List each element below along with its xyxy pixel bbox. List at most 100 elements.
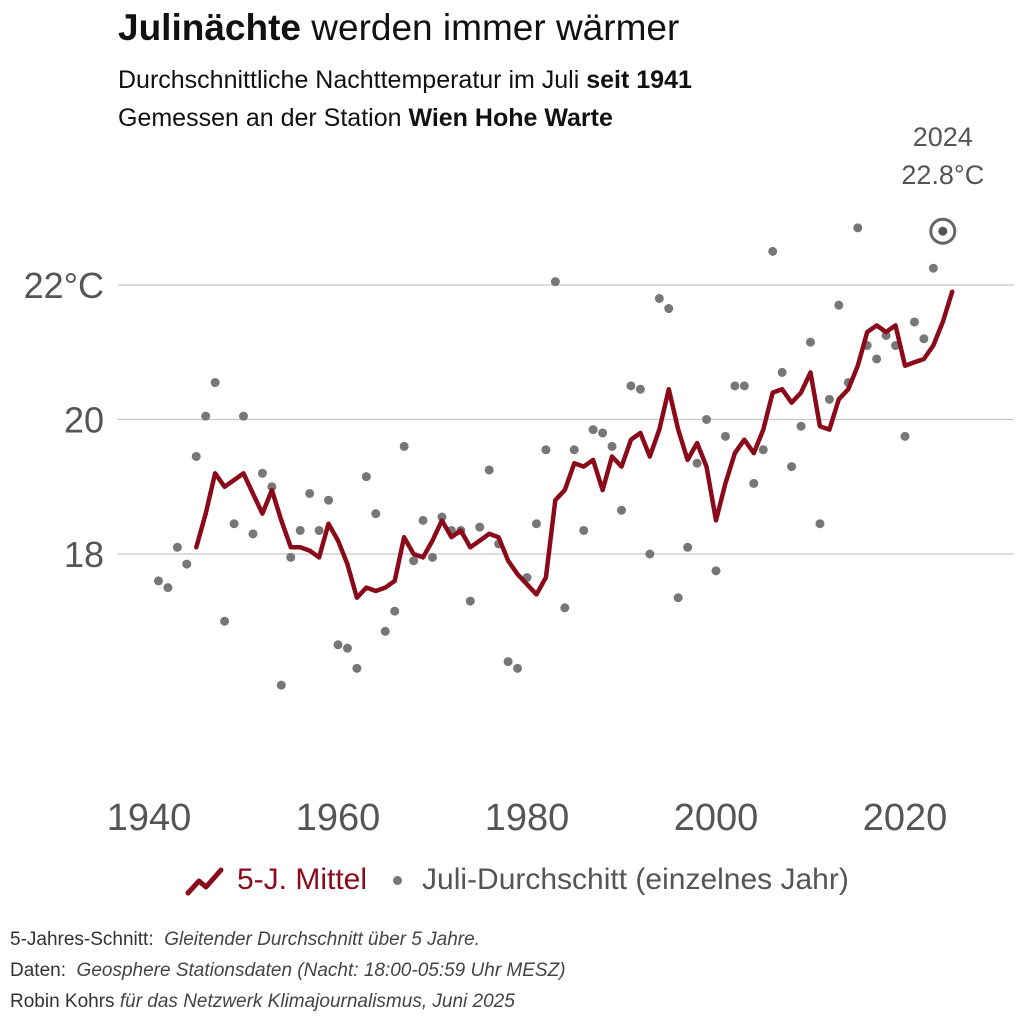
- data-point: [626, 381, 636, 391]
- data-point: [787, 462, 797, 472]
- y-tick-label: 22°C: [24, 265, 104, 306]
- data-point: [909, 317, 919, 327]
- annotation-value: 22.8°C: [901, 160, 984, 190]
- x-tick-label: 1980: [485, 797, 570, 839]
- data-point: [220, 616, 230, 626]
- data-point: [305, 488, 315, 498]
- data-point: [777, 367, 787, 377]
- data-point: [163, 583, 173, 593]
- data-point: [513, 663, 523, 673]
- data-point: [210, 378, 220, 388]
- data-point: [824, 394, 834, 404]
- data-point: [702, 415, 712, 424]
- data-point: [673, 593, 683, 603]
- footer1-text: Gleitender Durchschnitt über 5 Jahre.: [164, 929, 480, 950]
- subtitle1-bold: seit 1941: [586, 66, 692, 94]
- data-point: [853, 223, 863, 233]
- data-point: [276, 680, 286, 690]
- data-point: [720, 431, 730, 441]
- data-point: [872, 354, 882, 364]
- subtitle-line-2: Gemessen an der Station Wien Hohe Warte: [118, 102, 613, 134]
- data-point: [182, 559, 192, 569]
- data-point: [928, 263, 938, 273]
- data-point: [834, 300, 844, 310]
- data-point: [692, 458, 702, 468]
- data-point: [560, 603, 570, 613]
- data-point: [484, 465, 494, 475]
- data-point: [390, 606, 400, 616]
- data-point: [229, 519, 239, 529]
- highlight-point: [938, 226, 948, 236]
- data-point: [711, 566, 721, 576]
- data-point: [191, 451, 201, 461]
- annotation-year: 2024: [913, 122, 973, 152]
- data-point: [739, 381, 749, 391]
- data-point: [437, 512, 447, 522]
- footer-line-3: Robin Kohrs für das Netzwerk Klimajourna…: [10, 990, 515, 1014]
- data-point: [333, 640, 343, 650]
- data-point: [153, 576, 163, 586]
- footer-line-1: 5-Jahres-Schnitt: Gleitender Durchschnit…: [10, 928, 480, 952]
- data-point: [503, 657, 513, 667]
- chart-title: Julinächte werden immer wärmer: [118, 6, 679, 50]
- data-point: [550, 277, 560, 287]
- title-rest: werden immer wärmer: [301, 7, 680, 48]
- footer3-text: für das Netzwerk Klimajournalismus, Juni…: [119, 991, 515, 1012]
- data-point: [569, 445, 579, 455]
- data-point: [399, 441, 409, 451]
- data-point: [768, 246, 778, 256]
- legend: 5-J. Mittel Juli-Durchschitt (einzelnes …: [185, 858, 849, 902]
- legend-dot-icon: [393, 875, 403, 885]
- data-point: [257, 468, 267, 478]
- data-point: [201, 411, 211, 421]
- data-point: [324, 495, 334, 505]
- data-point: [919, 334, 929, 344]
- legend-line-label: 5-J. Mittel: [237, 863, 368, 896]
- data-point: [815, 519, 825, 529]
- data-point: [664, 304, 674, 314]
- data-point: [730, 381, 740, 391]
- data-point: [295, 525, 305, 535]
- y-tick-label: 20: [64, 400, 104, 441]
- data-point: [758, 445, 768, 455]
- data-point: [286, 552, 296, 562]
- data-point: [342, 643, 352, 653]
- subtitle-line-1: Durchschnittliche Nachttemperatur im Jul…: [118, 64, 692, 96]
- footer3-label: Robin Kohrs: [10, 991, 115, 1012]
- temperature-chart: 18 20 22°C 1940 1960 1980 2000 2020 2024 22.8°C: [24, 122, 1014, 839]
- title-bold: Julinächte: [118, 7, 301, 48]
- footer2-text: Geosphere Stationsdaten (Nacht: 18:00-05…: [76, 960, 566, 981]
- data-point: [248, 529, 258, 539]
- data-point: [352, 663, 362, 673]
- data-point: [371, 509, 381, 519]
- data-point: [683, 542, 693, 552]
- data-point: [267, 482, 277, 492]
- legend-dot-label: Juli-Durchschitt (einzelnes Jahr): [422, 863, 849, 896]
- data-point: [465, 596, 475, 606]
- data-point: [380, 626, 390, 636]
- y-tick-label: 18: [64, 534, 104, 575]
- data-point: [654, 293, 664, 303]
- data-point: [645, 549, 655, 559]
- data-point: [617, 505, 626, 515]
- data-point: [475, 522, 485, 532]
- data-point: [749, 478, 759, 488]
- x-tick-label: 1940: [107, 797, 192, 839]
- subtitle1-text: Durchschnittliche Nachttemperatur im Jul…: [118, 66, 587, 94]
- subtitle2-text: Gemessen an der Station: [118, 104, 409, 132]
- legend-line-icon: [185, 867, 224, 896]
- data-point: [635, 384, 645, 394]
- x-tick-label: 2020: [863, 797, 948, 839]
- data-point: [239, 411, 248, 421]
- rolling-mean-line: [194, 289, 955, 600]
- x-tick-label: 1960: [296, 797, 381, 839]
- data-point: [314, 525, 324, 535]
- subtitle2-bold: Wien Hohe Warte: [408, 104, 613, 132]
- footer-line-2: Daten: Geosphere Stationsdaten (Nacht: 1…: [10, 959, 566, 983]
- data-point: [172, 542, 182, 552]
- data-point: [428, 552, 437, 562]
- data-point: [796, 421, 806, 431]
- data-point: [806, 337, 815, 347]
- footer1-label: 5-Jahres-Schnitt:: [10, 929, 154, 950]
- data-point: [900, 431, 910, 441]
